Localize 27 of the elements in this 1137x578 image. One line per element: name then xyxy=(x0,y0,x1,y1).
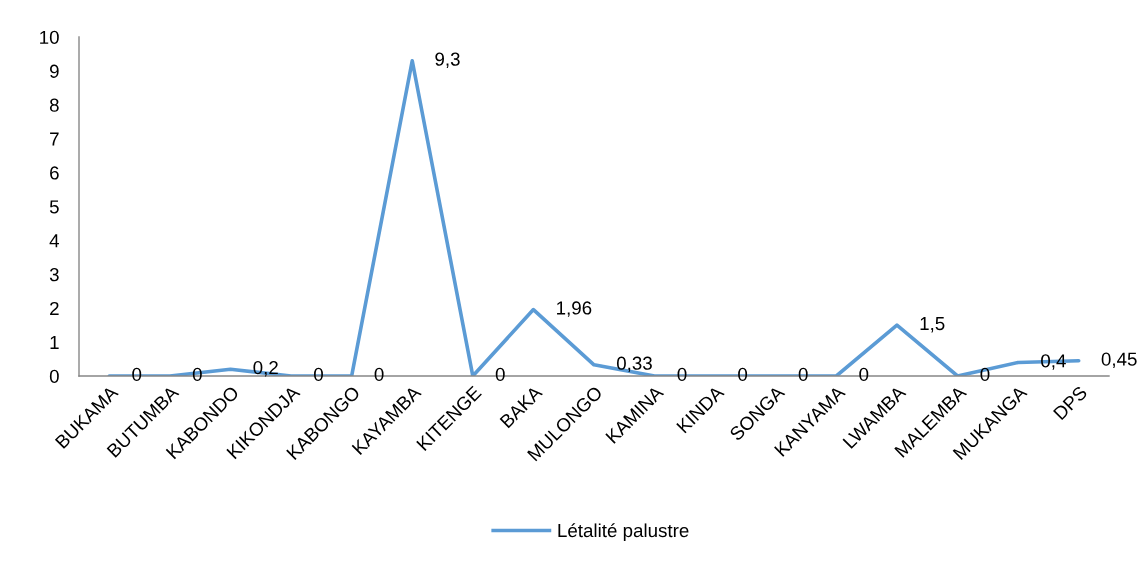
y-tick-label: 9 xyxy=(50,64,59,78)
y-tick-label: 3 xyxy=(49,268,59,282)
y-tick-label: 10 xyxy=(40,30,59,44)
data-label: 1,96 xyxy=(557,301,592,317)
y-tick-label: 4 xyxy=(49,234,60,248)
data-label: 0 xyxy=(798,367,808,382)
data-label: 0 xyxy=(132,367,142,382)
y-tick-label: 5 xyxy=(49,200,59,214)
y-tick-label: 6 xyxy=(50,166,59,180)
data-label: 0 xyxy=(859,367,869,382)
data-label: 0 xyxy=(192,367,202,382)
y-tick-label: 1 xyxy=(50,335,59,349)
y-tick-label: 7 xyxy=(50,132,59,146)
y-tick-label: 2 xyxy=(50,301,59,315)
data-label: 1,5 xyxy=(920,317,945,333)
data-label: 0 xyxy=(738,367,748,382)
data-label: 0,33 xyxy=(616,356,652,373)
legend-label: Létalité palustre xyxy=(558,523,689,541)
data-label: 0 xyxy=(495,367,505,382)
data-label: 0 xyxy=(314,367,323,382)
data-label: 0 xyxy=(374,367,384,382)
data-label: 0 xyxy=(677,367,687,382)
data-label: 0 xyxy=(980,367,990,382)
data-label: 9,3 xyxy=(435,52,460,68)
y-tick-label: 8 xyxy=(49,98,59,112)
y-tick-label: 0 xyxy=(49,369,59,383)
data-label: 0,45 xyxy=(1101,352,1137,368)
